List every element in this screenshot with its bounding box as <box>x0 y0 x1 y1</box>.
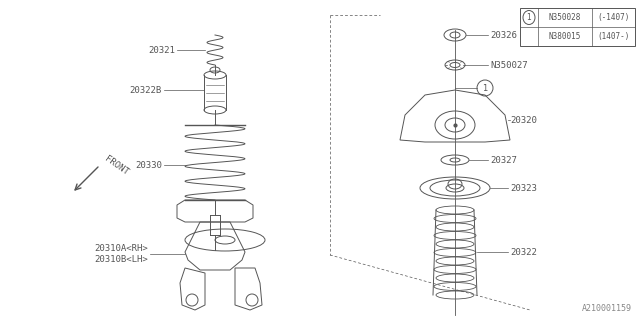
Text: N350028: N350028 <box>549 13 581 22</box>
Text: 20322B: 20322B <box>130 85 162 94</box>
Text: 20330: 20330 <box>135 161 162 170</box>
Text: 20310B<LH>: 20310B<LH> <box>94 255 148 265</box>
Text: 20327: 20327 <box>490 156 517 164</box>
Text: (1407-): (1407-) <box>597 32 630 41</box>
Text: 20321: 20321 <box>148 45 175 54</box>
Text: 20310A<RH>: 20310A<RH> <box>94 244 148 252</box>
Text: 20323: 20323 <box>510 183 537 193</box>
Text: N350027: N350027 <box>490 60 527 69</box>
Text: (-1407): (-1407) <box>597 13 630 22</box>
Text: 20320: 20320 <box>510 116 537 124</box>
Text: N380015: N380015 <box>549 32 581 41</box>
Text: 20322: 20322 <box>510 247 537 257</box>
Text: 20326: 20326 <box>490 30 517 39</box>
Text: 1: 1 <box>483 84 488 92</box>
Text: 1: 1 <box>527 13 531 22</box>
Text: FRONT: FRONT <box>103 155 130 177</box>
Bar <box>520 8 635 46</box>
Text: A210001159: A210001159 <box>582 304 632 313</box>
